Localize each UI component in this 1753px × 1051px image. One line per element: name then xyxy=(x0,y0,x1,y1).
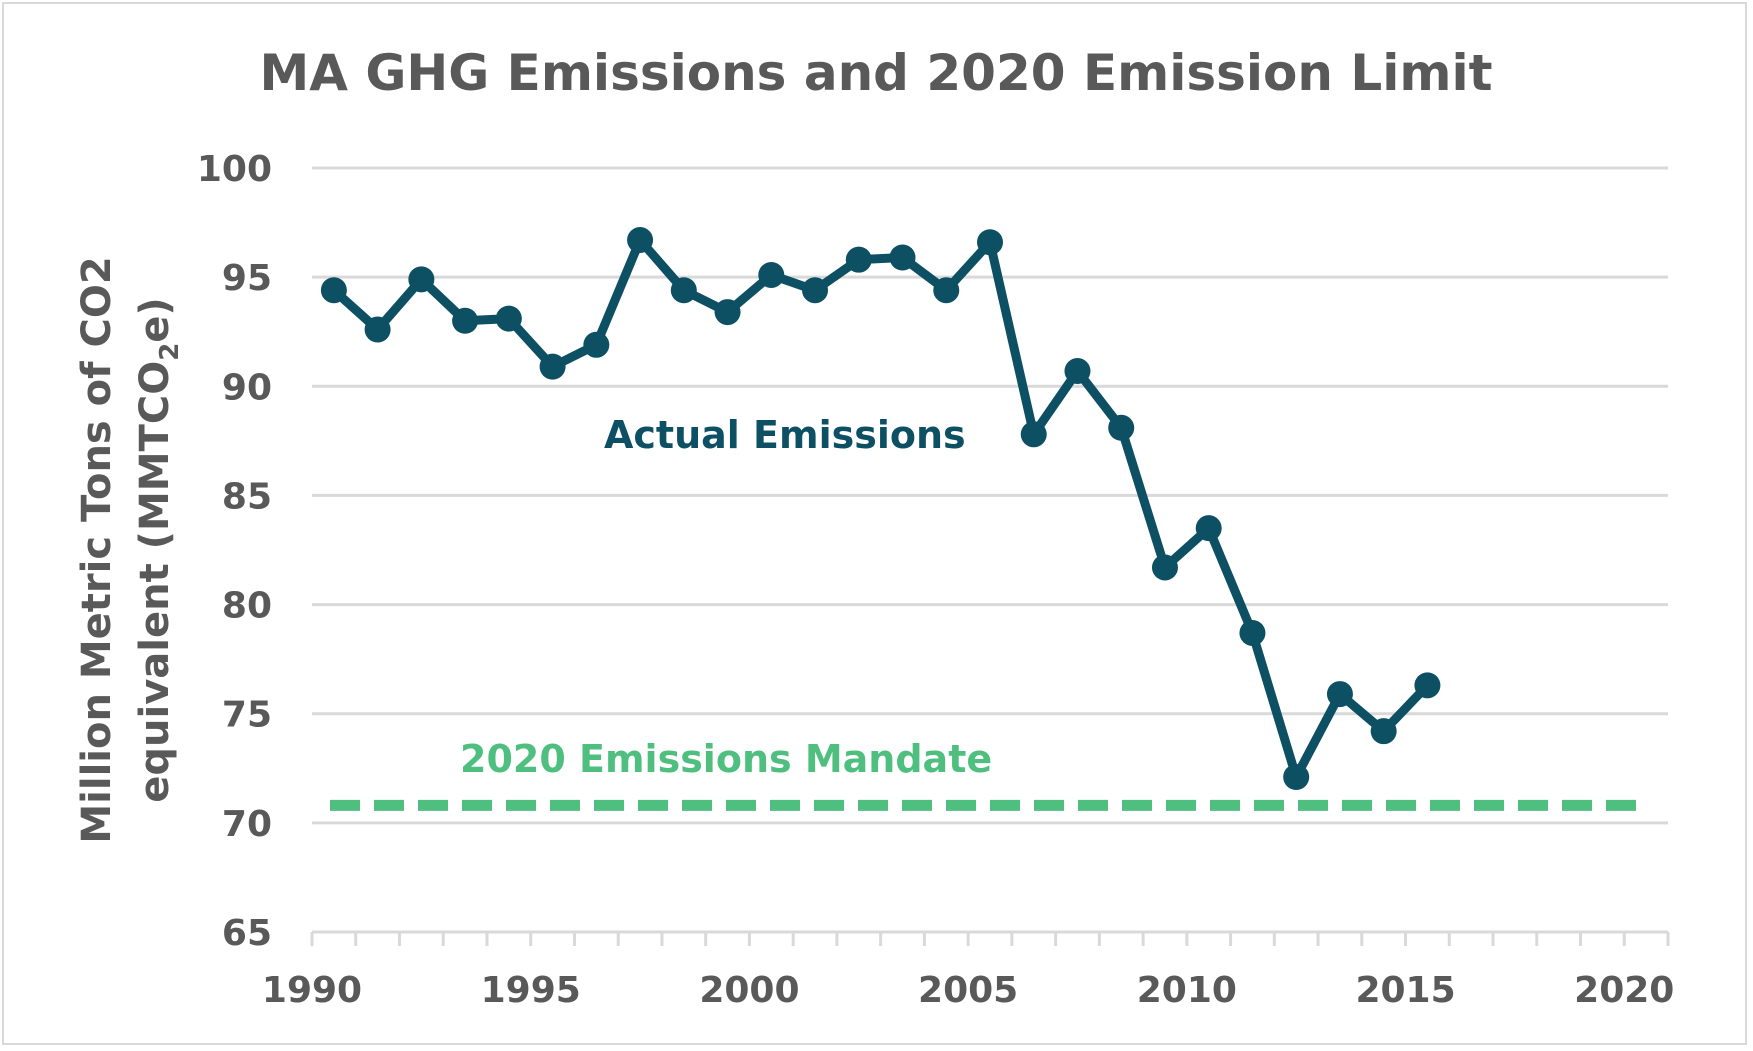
data-point-2015 xyxy=(1414,672,1441,699)
data-point-1992 xyxy=(408,266,435,293)
data-point-2003 xyxy=(889,244,916,271)
y-axis-label: Million Metric Tons of CO2 equivalent (M… xyxy=(74,256,185,843)
data-point-2010 xyxy=(1195,515,1222,542)
data-point-2012 xyxy=(1283,764,1310,791)
chart-title: MA GHG Emissions and 2020 Emission Limit xyxy=(259,44,1492,102)
data-point-1995 xyxy=(539,353,566,380)
data-point-1997 xyxy=(627,227,654,254)
data-point-2005 xyxy=(977,229,1003,256)
x-axis xyxy=(310,930,1670,946)
gridlines xyxy=(312,166,1668,825)
data-point-2008 xyxy=(1108,414,1135,441)
y-axis-label-line1: Million Metric Tons of CO2 xyxy=(74,256,120,843)
data-point-1994 xyxy=(495,305,522,332)
y-tick-label-95: 95 xyxy=(222,258,272,299)
y-tick-label-100: 100 xyxy=(197,149,272,190)
x-tick-label-2015: 2015 xyxy=(1355,970,1455,1011)
y-tick-label-85: 85 xyxy=(222,476,272,517)
data-point-2009 xyxy=(1151,554,1178,581)
data-point-2004 xyxy=(933,277,960,304)
data-point-1996 xyxy=(583,331,610,358)
data-point-2006 xyxy=(1020,421,1047,448)
data-point-1998 xyxy=(670,277,697,304)
data-point-2013 xyxy=(1326,681,1353,708)
data-point-2011 xyxy=(1239,619,1266,646)
x-tick-label-2000: 2000 xyxy=(699,970,799,1011)
x-tick-label-2005: 2005 xyxy=(918,970,1018,1011)
series-label-actual-emissions: Actual Emissions xyxy=(604,413,966,457)
series-label-mandate: 2020 Emissions Mandate xyxy=(460,737,992,781)
y-tick-label-80: 80 xyxy=(222,586,272,627)
data-point-2001 xyxy=(802,277,829,304)
y-tick-label-90: 90 xyxy=(222,367,272,408)
x-tick-label-2020: 2020 xyxy=(1574,970,1674,1011)
y-tick-label-65: 65 xyxy=(222,913,272,954)
data-point-2002 xyxy=(845,246,872,273)
data-point-2007 xyxy=(1064,358,1091,385)
series-group xyxy=(320,227,1643,811)
y-tick-label-75: 75 xyxy=(222,695,272,736)
data-point-1999 xyxy=(714,299,741,326)
x-tick-label-2010: 2010 xyxy=(1137,970,1237,1011)
x-tick-label-1995: 1995 xyxy=(481,970,581,1011)
data-point-2014 xyxy=(1370,718,1397,745)
data-point-1990 xyxy=(320,277,347,304)
data-point-2000 xyxy=(758,261,785,288)
x-tick-labels: 1990 1995 2000 2005 2010 2015 2020 xyxy=(262,970,1674,1011)
y-tick-label-70: 70 xyxy=(222,804,272,845)
y-axis-label-line2: equivalent (MMTCO2e) xyxy=(132,297,185,802)
data-point-1993 xyxy=(452,307,479,334)
data-point-1991 xyxy=(364,316,391,343)
x-tick-label-1990: 1990 xyxy=(262,970,362,1011)
y-tick-labels: 65 70 75 80 85 90 95 100 xyxy=(197,149,272,954)
